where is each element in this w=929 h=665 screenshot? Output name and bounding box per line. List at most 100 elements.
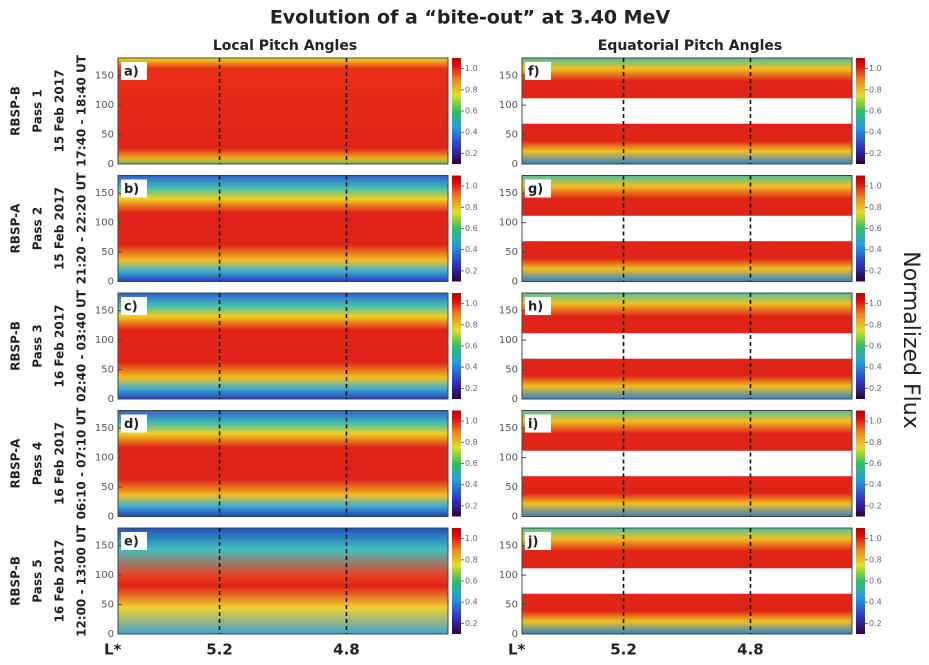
panel-frame <box>117 57 449 165</box>
panel-frame <box>521 175 853 282</box>
row-label: Pass 5 <box>31 559 45 602</box>
column-header: Equatorial Pitch Angles <box>598 38 782 54</box>
x-tick-label: 4.8 <box>737 641 764 659</box>
row-label: 16 Feb 2017 <box>53 305 67 388</box>
y-tick-label: 150 <box>95 423 114 434</box>
row-label: Pass 4 <box>31 442 45 485</box>
y-tick-label: 150 <box>499 188 518 199</box>
y-tick-label: 100 <box>95 570 114 581</box>
panel-label: b) <box>124 182 139 197</box>
colorbar-tick-label: 0.2 <box>465 384 478 393</box>
panel-label-box <box>121 179 147 198</box>
colorbar-tick-label: 0.8 <box>465 320 478 329</box>
colorbar-tick-label: 1.0 <box>465 534 478 543</box>
y-tick-label: 150 <box>499 306 518 317</box>
panel-label: f) <box>528 65 540 80</box>
x-axis-label: L* <box>104 641 122 659</box>
panel-label-box <box>121 414 147 433</box>
colorbar-tick-label: 0.8 <box>869 320 882 329</box>
figure-title: Evolution of a “bite-out” at 3.40 MeV <box>270 7 671 29</box>
colorbar <box>452 293 461 399</box>
colorbar-tick-label: 0.2 <box>465 501 478 510</box>
colorbar-tick-label: 0.2 <box>869 149 882 158</box>
y-tick-label: 50 <box>505 247 518 258</box>
panel-frame <box>117 527 449 635</box>
y-tick-label: 0 <box>108 277 114 288</box>
colorbar-tick-label: 0.2 <box>465 266 478 275</box>
panel-label: e) <box>124 535 139 550</box>
y-tick-label: 0 <box>512 394 518 405</box>
empty-band <box>522 333 852 359</box>
x-tick-label: 4.8 <box>333 641 360 659</box>
colorbar <box>856 175 865 282</box>
y-tick-label: 0 <box>108 629 114 640</box>
colorbar <box>452 528 461 634</box>
panel-label: d) <box>124 417 139 432</box>
colorbar-tick-label: 0.6 <box>465 224 478 233</box>
empty-band <box>522 568 852 594</box>
y-tick-label: 100 <box>95 218 114 229</box>
colorbar-tick-label: 1.0 <box>465 299 478 308</box>
row-label: 16 Feb 2017 <box>53 422 67 505</box>
row-label: RBSP-B <box>9 321 23 371</box>
colorbar-tick-label: 1.0 <box>869 417 882 426</box>
row-label: 21:20 - 22:20 UT <box>75 172 89 285</box>
panel-label-box <box>525 414 551 433</box>
y-tick-label: 150 <box>95 71 114 82</box>
colorbar-tick-label: 0.6 <box>869 459 882 468</box>
y-tick-label: 0 <box>512 159 518 170</box>
row-label: 17:40 - 18:40 UT <box>75 54 89 167</box>
row-label: RBSP-B <box>9 86 23 136</box>
colorbar-tick-label: 0.4 <box>465 598 478 607</box>
empty-band <box>522 98 852 124</box>
heatmap <box>118 293 448 399</box>
x-axis-label: L* <box>508 641 526 659</box>
colorbar-tick-label: 0.4 <box>869 363 882 372</box>
panel-label-box <box>121 297 147 315</box>
y-tick-label: 50 <box>101 600 114 611</box>
colorbar-tick-label: 0.8 <box>465 85 478 94</box>
colorbar-tick-label: 0.4 <box>465 245 478 254</box>
colorbar <box>452 410 461 517</box>
y-tick-label: 100 <box>95 100 114 111</box>
colorbar <box>856 293 865 399</box>
y-tick-label: 100 <box>499 218 518 229</box>
colorbar-tick-label: 0.6 <box>465 107 478 116</box>
panel-label: g) <box>528 182 543 197</box>
colorbar-tick-label: 0.4 <box>869 128 882 137</box>
panel-label-box <box>121 62 147 80</box>
panel-label: i) <box>528 417 538 432</box>
y-tick-label: 100 <box>499 570 518 581</box>
colorbar-tick-label: 0.4 <box>465 128 478 137</box>
colorbar <box>856 58 865 164</box>
panel-frame <box>117 175 449 282</box>
y-tick-label: 0 <box>512 277 518 288</box>
colorbar-tick-label: 0.4 <box>465 480 478 489</box>
colorbar-tick-label: 1.0 <box>465 417 478 426</box>
y-tick-label: 50 <box>101 130 114 141</box>
colorbar <box>856 528 865 634</box>
y-tick-label: 0 <box>512 512 518 523</box>
empty-band <box>522 450 852 477</box>
y-tick-label: 100 <box>95 335 114 346</box>
colorbar-tick-label: 0.8 <box>869 555 882 564</box>
colorbar-tick-label: 0.4 <box>869 245 882 254</box>
colorbar-tick-label: 1.0 <box>869 64 882 73</box>
colorbar-tick-label: 1.0 <box>465 182 478 191</box>
column-header: Local Pitch Angles <box>213 38 357 54</box>
colorbar-tick-label: 0.8 <box>465 555 478 564</box>
row-label: 16 Feb 2017 <box>53 540 67 623</box>
panel-frame <box>521 292 853 400</box>
heatmap <box>118 410 448 517</box>
row-label: 12:00 - 13:00 UT <box>75 524 89 637</box>
colorbar <box>452 175 461 282</box>
y-tick-label: 50 <box>101 247 114 258</box>
colorbar-tick-label: 0.8 <box>869 438 882 447</box>
colorbar-tick-label: 0.6 <box>869 224 882 233</box>
colorbar-tick-label: 0.2 <box>465 619 478 628</box>
panel-frame <box>521 57 853 165</box>
row-label: Pass 1 <box>31 89 45 132</box>
panel-label-box <box>121 532 147 550</box>
colorbar-tick-label: 0.6 <box>465 577 478 586</box>
